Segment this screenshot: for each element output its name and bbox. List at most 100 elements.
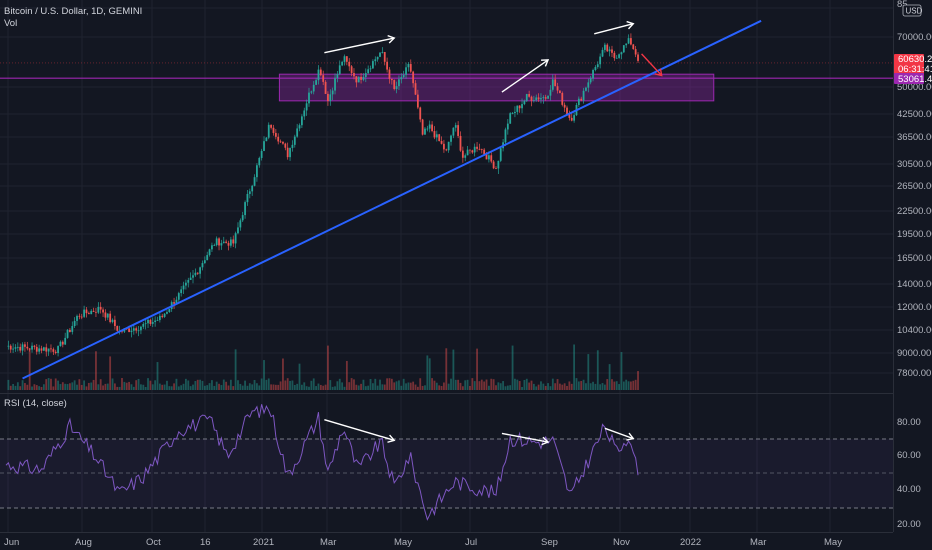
rsi-annotation-arrows[interactable]: [324, 419, 635, 446]
time-tick-label: Nov: [613, 537, 630, 548]
candle-body: [189, 277, 192, 281]
candle-body: [471, 150, 474, 153]
volume-bar: [194, 381, 197, 390]
candle-body: [319, 69, 322, 76]
rsi-axis[interactable]: 80.00 60.00 40.00 20.00: [897, 417, 921, 530]
volume-bar: [559, 383, 561, 390]
candle-body: [324, 81, 327, 94]
volume-bar: [111, 378, 114, 390]
candle-body: [19, 346, 22, 351]
grid-lines: [0, 0, 893, 532]
candle-body: [47, 348, 50, 352]
candle-body: [540, 98, 542, 100]
volume-legend[interactable]: Vol: [4, 18, 17, 29]
candle-body: [35, 346, 38, 352]
candle-body: [497, 160, 500, 169]
candle-body: [395, 86, 398, 90]
price-tick-label: 7800.00: [897, 368, 931, 379]
volume-bar: [163, 384, 166, 390]
arrow-head: [387, 434, 396, 443]
candle-body: [208, 249, 211, 256]
candle-body: [364, 73, 367, 77]
candle-body: [573, 115, 576, 121]
trendline-layer[interactable]: [22, 19, 762, 380]
volume-bar: [594, 383, 597, 390]
level-price-tag: 53061.43: [894, 73, 932, 85]
volume-bar: [244, 380, 246, 390]
volume-bar: [19, 386, 22, 390]
rsi-divergence-arrow-2: [501, 432, 550, 446]
volume-bar: [454, 379, 457, 390]
price-tick-label: 9000.00: [897, 348, 931, 359]
rsi-legend[interactable]: RSI (14, close): [4, 398, 67, 409]
volume-bar: [589, 383, 592, 390]
time-axis[interactable]: Jun Aug Oct 16 2021 Mar May Jul Sep Nov 2022 Mar May: [4, 537, 842, 548]
volume-bar: [338, 378, 341, 390]
volume-bar: [464, 380, 467, 390]
candle-body: [54, 351, 57, 353]
candle-body: [26, 346, 29, 349]
volume-bar: [201, 380, 204, 390]
volume-bar: [59, 384, 62, 390]
volume-bar: [632, 380, 635, 390]
candle-body: [563, 104, 566, 108]
volume-bar: [104, 383, 107, 390]
candle-body: [33, 345, 36, 347]
candle-body: [161, 315, 164, 317]
volume-bar: [220, 385, 223, 390]
candle-body: [331, 90, 334, 95]
volume-bar: [336, 381, 339, 390]
candle-body: [109, 313, 112, 323]
candle-body: [613, 52, 616, 59]
volume-bar: [147, 378, 149, 390]
candle-body: [158, 315, 161, 321]
volume-bar: [601, 383, 604, 390]
candle-body: [357, 76, 360, 83]
volume-bar: [213, 385, 216, 390]
candle-body: [52, 349, 55, 352]
candle-body: [270, 124, 273, 128]
candle-body: [343, 56, 346, 62]
volume-bar: [315, 386, 317, 390]
volume-bar: [102, 385, 104, 390]
candle-body: [355, 76, 358, 83]
candle-body: [213, 245, 216, 246]
volume-bar: [274, 384, 277, 390]
candle-body: [104, 312, 107, 318]
candle-body: [31, 345, 33, 350]
candle-body: [80, 316, 83, 318]
candle-body: [452, 127, 455, 136]
volume-bar: [457, 379, 460, 390]
candle-body: [506, 123, 509, 130]
volume-bar: [419, 378, 422, 390]
currency-badge[interactable]: USD: [902, 4, 923, 17]
volume-bar: [577, 381, 580, 390]
volume-bar: [360, 383, 362, 390]
symbol-title[interactable]: Bitcoin / U.S. Dollar, 1D, GEMINI: [4, 6, 142, 17]
candle-body: [78, 315, 81, 317]
candle-body: [554, 79, 557, 87]
annotation-arrows[interactable]: [324, 20, 663, 93]
time-tick-label: 2021: [253, 537, 274, 548]
volume-bar: [248, 383, 251, 390]
volume-bar: [450, 378, 452, 390]
candle-body: [305, 103, 308, 111]
volume-bar: [483, 381, 486, 390]
candle-body: [551, 79, 554, 90]
rsi-pane[interactable]: [0, 404, 893, 521]
candle-body: [518, 105, 521, 109]
candle-body: [14, 347, 17, 349]
price-pane[interactable]: [0, 19, 893, 390]
candle-body: [263, 141, 265, 151]
arrow-shaft: [324, 419, 395, 441]
volume-bar: [47, 378, 50, 390]
volume-bar: [85, 386, 88, 390]
candle-body: [450, 135, 452, 142]
candle-body: [206, 255, 209, 261]
volume-bar: [518, 381, 521, 390]
price-axis[interactable]: 85 70000.00 50000.00 42500.00 36500.00 30500.…: [897, 0, 932, 379]
volume-bar: [431, 378, 433, 390]
candle-body: [528, 94, 531, 97]
rsi-divergence-arrow-1: [324, 419, 396, 443]
